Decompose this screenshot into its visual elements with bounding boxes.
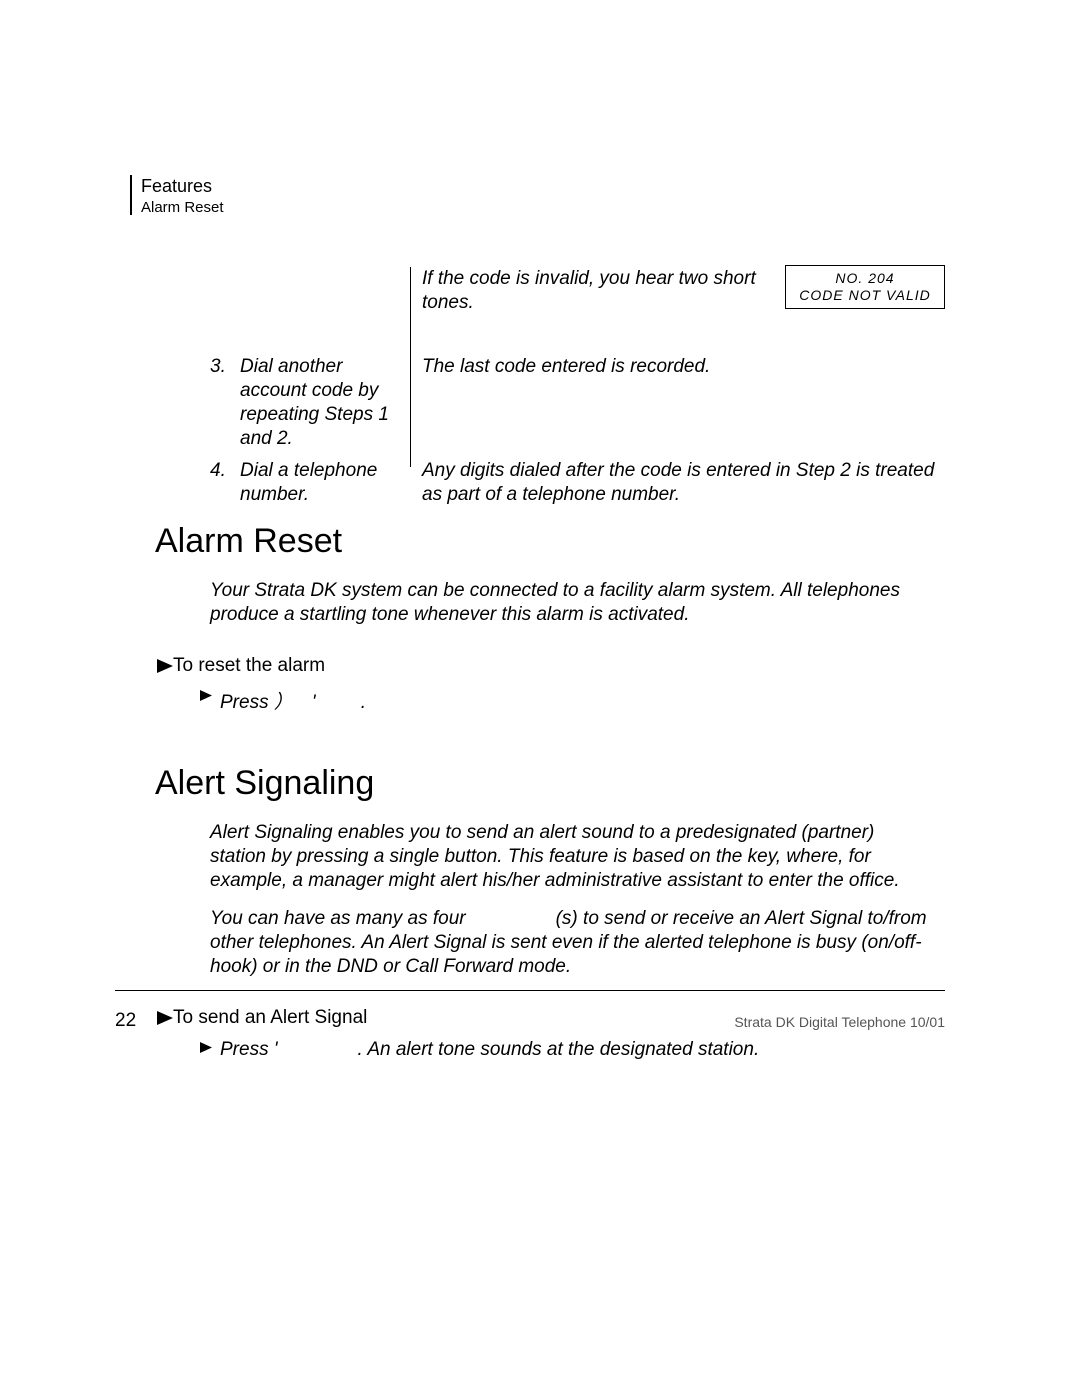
header-vertical-rule: [130, 175, 132, 215]
alarm-reset-heading: Alarm Reset: [155, 522, 945, 561]
alarm-reset-step-key: ） ': [274, 692, 316, 713]
triangle-bullet-icon: [157, 1011, 175, 1025]
step-4-instruction: Dial a telephone number.: [240, 459, 400, 507]
step-4-row: 4. Dial a telephone number. Any digits d…: [135, 459, 945, 507]
alert-intro-1b: the: [711, 846, 748, 867]
header-chapter: Features: [141, 175, 945, 197]
lcd-line-2: CODE NOT VALID: [792, 287, 938, 304]
footer-doc-info: Strata DK Digital Telephone 10/01: [734, 1014, 945, 1030]
triangle-bullet-icon: [157, 659, 175, 673]
alert-signaling-intro-2: You can have as many as four(s) to send …: [210, 907, 930, 979]
alarm-reset-intro: Your Strata DK system can be connected t…: [210, 579, 930, 627]
alarm-reset-step: Press ） ' .: [220, 687, 945, 714]
alert-proc-label: To send an Alert Signal: [173, 1007, 367, 1028]
step-3-instruction: Dial another account code by repeating S…: [240, 355, 400, 451]
step-4-number: 4.: [210, 459, 235, 483]
triangle-sub-bullet-icon: [200, 690, 214, 701]
page-content: Features Alarm Reset If the code is inva…: [135, 175, 945, 1061]
alert-signaling-step: Press ' . An alert tone sounds at the des…: [220, 1039, 945, 1061]
continuation-block: If the code is invalid, you hear two sho…: [135, 267, 945, 467]
footer-rule: [115, 990, 945, 991]
alert-intro-2a: You can have as many as four: [210, 908, 466, 929]
invalid-code-row: If the code is invalid, you hear two sho…: [135, 267, 945, 315]
step-4-result: Any digits dialed after the code is ente…: [410, 459, 945, 507]
alarm-reset-procedure-heading: To reset the alarm: [165, 655, 945, 677]
alert-step-result: . An alert tone sounds at the designated…: [357, 1039, 759, 1060]
alarm-reset-proc-label: To reset the alarm: [173, 655, 325, 676]
step-3-number: 3.: [210, 355, 235, 379]
page-number: 22: [115, 1010, 136, 1032]
main-content: If the code is invalid, you hear two sho…: [135, 267, 945, 1061]
alert-signaling-intro-1: Alert Signaling enables you to send an a…: [210, 821, 930, 893]
lcd-display: NO. 204 CODE NOT VALID: [785, 265, 945, 309]
step-3-row: 3. Dial another account code by repeatin…: [135, 355, 945, 451]
alarm-reset-step-end: .: [356, 692, 367, 713]
alert-signaling-heading: Alert Signaling: [155, 764, 945, 803]
alarm-reset-step-press: Press: [220, 692, 274, 713]
step-3-result: The last code entered is recorded.: [410, 355, 945, 451]
triangle-sub-bullet-icon: [200, 1042, 214, 1053]
invalid-code-note: If the code is invalid, you hear two sho…: [422, 268, 756, 313]
alert-step-press: Press ': [220, 1039, 277, 1060]
header-section: Alarm Reset: [141, 199, 945, 217]
lcd-line-1: NO. 204: [792, 270, 938, 287]
